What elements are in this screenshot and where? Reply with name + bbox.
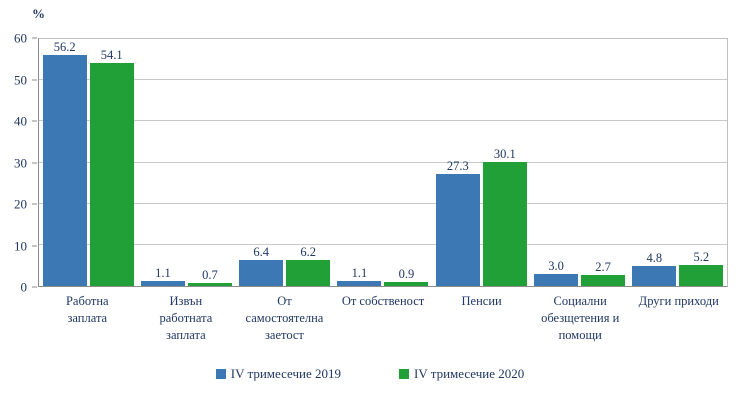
legend-item: IV тримесечие 2020	[399, 366, 524, 382]
y-axis: 0 10 20 30 40 50 60	[0, 32, 37, 294]
bar-value-label: 4.8	[646, 251, 663, 266]
y-axis-title: %	[32, 6, 45, 21]
bar-with-label: 4.8	[632, 39, 677, 286]
x-category-label: Извън работната заплата	[159, 294, 213, 342]
bar-value-label: 0.9	[398, 267, 415, 282]
bar-value-label: 0.7	[202, 268, 218, 283]
bar	[534, 273, 579, 286]
bar-group: 27.3 30.1	[432, 39, 530, 286]
bar-group: 1.1 0.9	[334, 39, 432, 286]
bar-with-label: 1.1	[337, 39, 382, 286]
bar-value-label: 54.1	[100, 48, 123, 63]
y-tick-label: 0	[20, 279, 28, 295]
bar-group: 4.8 5.2	[629, 39, 727, 286]
legend: IV тримесечие 2019 IV тримесечие 2020	[0, 366, 740, 382]
bar-value-label: 1.1	[155, 266, 171, 281]
bar-group: 6.4 6.2	[236, 39, 334, 286]
bar	[286, 260, 331, 286]
bar	[239, 259, 284, 286]
bar-value-label: 2.7	[595, 259, 611, 274]
bar	[89, 63, 134, 286]
bar	[140, 281, 185, 286]
y-tick-mark	[32, 203, 37, 205]
plot-area: 56.2 54.1 1.1 0.7 6.4 6.2 1.1 0.9 27.3 30.1 3.0 2.7…	[38, 38, 728, 287]
bar	[482, 162, 527, 286]
x-category-label: Социални обезщетения и помощи	[541, 294, 620, 342]
bar-groups: 56.2 54.1 1.1 0.7 6.4 6.2 1.1 0.9 27.3 30.1 3.0 2.7…	[39, 39, 727, 286]
legend-label: IV тримесечие 2019	[230, 366, 341, 381]
bar-value-label: 3.0	[548, 258, 564, 273]
bar-group: 56.2 54.1	[39, 39, 137, 286]
gridline	[39, 120, 727, 122]
bar-value-label: 56.2	[53, 39, 76, 54]
x-category-label: Работна заплата	[65, 294, 109, 325]
bar-with-label: 54.1	[89, 39, 134, 286]
gridline	[39, 243, 727, 245]
bar	[42, 54, 87, 286]
bar-with-label: 56.2	[42, 39, 87, 286]
y-tick-mark	[32, 162, 37, 163]
bar	[435, 173, 480, 286]
x-category-label: Други приходи	[638, 294, 719, 308]
legend-item: IV тримесечие 2019	[215, 366, 341, 382]
y-tick-label: 60	[14, 30, 27, 46]
y-tick-mark	[32, 79, 37, 80]
bar	[384, 282, 429, 286]
bar-with-label: 6.4	[239, 39, 284, 286]
bar	[337, 281, 382, 286]
gridline	[39, 79, 727, 81]
bar	[679, 264, 724, 286]
y-tick-mark	[32, 286, 37, 288]
y-tick-mark	[32, 37, 37, 39]
y-tick-mark	[32, 245, 37, 246]
x-category-label: От самостоятелна заетост	[245, 294, 324, 342]
y-tick-label: 30	[14, 155, 27, 170]
legend-label: IV тримесечие 2020	[414, 366, 525, 381]
bar-value-label: 5.2	[693, 249, 710, 264]
y-tick-label: 40	[14, 113, 27, 129]
gridline	[39, 161, 727, 163]
y-tick-mark	[32, 120, 37, 122]
bar	[632, 266, 677, 286]
bar	[187, 283, 232, 286]
bar-group: 3.0 2.7	[530, 39, 628, 286]
bar-group: 1.1 0.7	[137, 39, 235, 286]
bar-with-label: 1.1	[140, 39, 185, 286]
y-tick-label: 50	[14, 72, 27, 87]
bar-with-label: 27.3	[435, 39, 480, 286]
bar-with-label: 0.7	[187, 39, 232, 286]
bar-value-label: 6.2	[300, 245, 317, 260]
x-category-label: Пенсии	[461, 294, 502, 308]
x-axis-labels: Работна заплата Извън работната заплата От…	[38, 293, 728, 344]
bar-value-label: 1.1	[351, 266, 368, 281]
y-tick-label: 10	[14, 238, 27, 253]
bar-with-label: 6.2	[286, 39, 331, 286]
bar-with-label: 0.9	[384, 39, 429, 286]
legend-swatch	[215, 369, 226, 379]
bar-value-label: 30.1	[493, 147, 516, 162]
bar-value-label: 27.3	[446, 158, 469, 173]
y-tick-label: 20	[14, 196, 27, 212]
bar-with-label: 2.7	[581, 39, 626, 286]
legend-swatch	[399, 369, 409, 379]
gridline	[39, 202, 727, 204]
bar	[581, 274, 626, 286]
x-category-label: От собственост	[341, 294, 425, 308]
bar-with-label: 30.1	[482, 39, 527, 286]
bar-with-label: 3.0	[534, 39, 579, 286]
bar-value-label: 6.4	[253, 244, 270, 259]
bar-with-label: 5.2	[679, 39, 724, 286]
